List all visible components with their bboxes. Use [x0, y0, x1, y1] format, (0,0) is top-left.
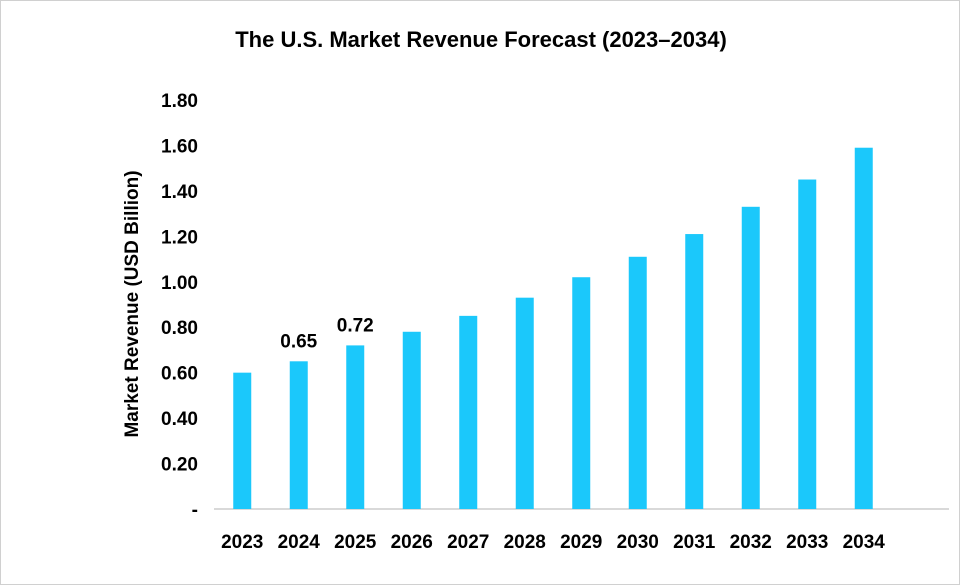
y-tick-label: 1.60 [161, 136, 198, 157]
bar-2023 [233, 372, 252, 509]
chart-title: The U.S. Market Revenue Forecast (2023–2… [235, 27, 727, 52]
y-tick-label: 0.60 [161, 364, 198, 385]
x-tick-label: 2027 [447, 532, 489, 553]
y-tick-label: - [192, 500, 198, 521]
y-tick-label: 1.40 [161, 182, 198, 203]
bar-2029 [572, 277, 591, 509]
x-tick-label: 2033 [786, 532, 828, 553]
y-tick-label: 0.80 [161, 318, 198, 339]
bar-2026 [402, 331, 421, 509]
y-tick-label: 1.20 [161, 227, 198, 248]
y-tick-label: 0.20 [161, 455, 198, 476]
bar-2033 [798, 179, 817, 509]
x-tick-label: 2024 [278, 532, 321, 553]
y-tick-label: 1.00 [161, 273, 198, 294]
x-tick-label: 2023 [221, 532, 263, 553]
bar-2027 [459, 315, 478, 509]
bar-2032 [741, 206, 760, 510]
bar-2034 [854, 147, 873, 509]
bar-2028 [515, 297, 534, 509]
x-tick-label: 2031 [673, 532, 716, 553]
x-tick-label: 2032 [730, 532, 772, 553]
x-tick-label: 2030 [617, 532, 659, 553]
bar-2025 [346, 345, 365, 509]
x-tick-label: 2029 [560, 532, 602, 553]
bar-2030 [628, 256, 647, 509]
bar-2031 [685, 234, 704, 510]
x-tick-label: 2034 [843, 532, 886, 553]
y-axis-title: Market Revenue (USD Billion) [122, 170, 143, 437]
data-label-2025: 0.72 [337, 315, 374, 336]
bar-2024 [289, 361, 308, 509]
x-tick-label: 2026 [391, 532, 433, 553]
data-label-2024: 0.65 [280, 331, 317, 352]
y-tick-label: 0.40 [161, 409, 198, 430]
y-tick-label: 1.80 [161, 91, 198, 112]
x-tick-label: 2025 [334, 532, 377, 553]
x-tick-label: 2028 [504, 532, 546, 553]
